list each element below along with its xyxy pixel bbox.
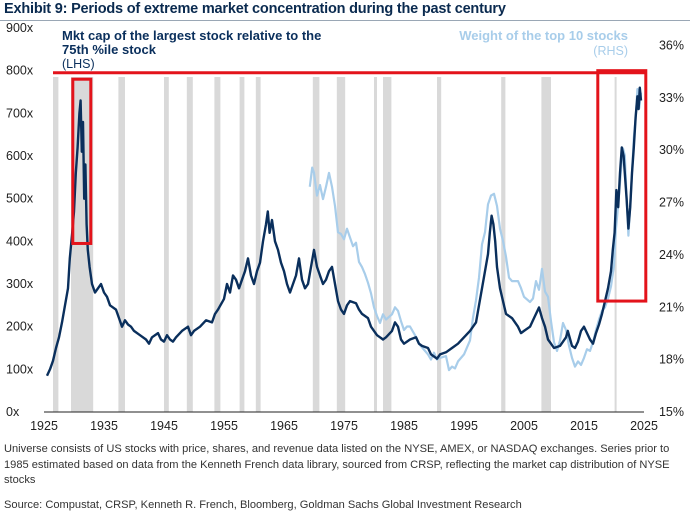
recession-band [164,77,169,412]
recession-band [336,77,346,412]
left-tick-label: 500x [6,192,34,206]
title-divider [0,20,690,21]
x-tick-label: 2005 [510,419,538,433]
left-tick-label: 200x [6,320,34,334]
recession-band [186,77,193,412]
right-tick-label: 27% [659,196,684,210]
rhs-series-label: Weight of the top 10 stocks [459,28,628,43]
source-note: Source: Compustat, CRSP, Kenneth R. Fren… [4,499,522,511]
right-tick-label: 21% [659,300,684,314]
left-tick-label: 600x [6,149,34,163]
highlight-box-1930s [71,77,93,245]
lhs-series-label: 75th %ile stock [62,42,157,57]
left-tick-label: 100x [6,362,34,376]
concentration-chart: 1925 1935 1945 1955 1965 1975 1985 1995 2005 2015… [6,21,684,433]
x-tick-label: 1985 [390,419,418,433]
recession-band [239,77,245,412]
series-rhs-line [308,88,643,372]
right-tick-label: 30% [659,143,684,157]
x-tick-label: 2025 [630,419,658,433]
left-tick-label: 800x [6,64,34,78]
right-tick-label: 24% [659,248,684,262]
left-tick-label: 400x [6,234,34,248]
right-tick-label: 18% [659,353,684,367]
series-labels: Mkt cap of the largest stock relative to… [62,28,628,71]
tick-labels: 1925 1935 1945 1955 1965 1975 1985 1995 2005 2015… [6,21,684,433]
rhs-series-label: (RHS) [593,44,628,58]
left-tick-label: 0x [6,405,20,419]
recession-band [53,77,59,412]
exhibit-title: Exhibit 9: Periods of extreme market con… [4,1,506,17]
recession-band [312,77,320,412]
x-tick-label: 1975 [330,419,358,433]
recession-band [541,77,551,412]
x-tick-label: 2015 [570,419,598,433]
series-lines [45,86,643,377]
recession-band [437,77,442,412]
lhs-series-label: Mkt cap of the largest stock relative to… [62,28,321,43]
left-tick-label: 700x [6,106,34,120]
footnote: Universe consists of US stocks with pric… [4,443,670,487]
right-tick-label: 36% [659,38,684,52]
x-tick-label: 1955 [210,419,238,433]
left-tick-label: 900x [6,21,34,35]
recession-band [214,77,221,412]
x-tick-label: 1935 [90,419,118,433]
highlight-annotations [53,69,648,303]
recession-band [118,77,125,412]
x-tick-label: 1995 [450,419,478,433]
recession-band [255,77,261,412]
right-tick-label: 15% [659,405,684,419]
recession-band [374,77,377,412]
x-tick-label: 1965 [270,419,298,433]
series-lhs-line [45,86,643,377]
x-tick-label: 1945 [150,419,178,433]
highlight-box-2020s [596,69,648,303]
recession-band [383,77,392,412]
left-tick-label: 300x [6,277,34,291]
x-tick-label: 1925 [30,419,58,433]
right-tick-label: 33% [659,91,684,105]
recession-bands [53,77,617,412]
lhs-series-label: (LHS) [62,57,95,71]
